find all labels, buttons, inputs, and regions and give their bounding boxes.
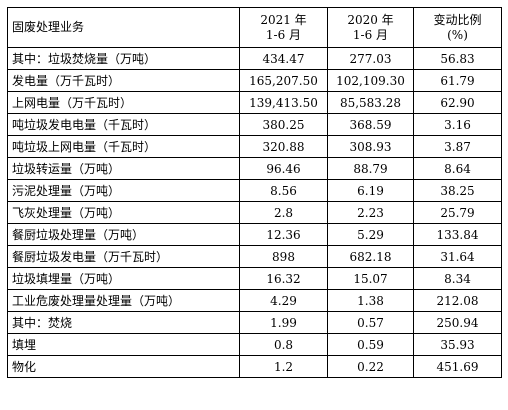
value-cell: 308.93 [327, 135, 414, 158]
value-cell: 38.25 [413, 179, 502, 202]
table-row: 餐厨垃圾处理量（万吨） 12.36 5.29 133.84 [7, 223, 502, 246]
value-cell: 320.88 [239, 135, 328, 158]
row-label-cell: 吨垃圾上网电量（千瓦时） [7, 135, 240, 158]
header-text-line: 1-6 月 [265, 27, 302, 42]
value-cell: 15.07 [327, 267, 414, 290]
value-cell: 165,207.50 [239, 69, 328, 92]
header-text-line: 2020 年 [347, 12, 394, 27]
header-2021-h1: 2021 年 1-6 月 [239, 7, 328, 48]
value-cell: 12.36 [239, 223, 328, 246]
value-cell: 85,583.28 [327, 91, 414, 114]
row-label-cell: 其中：垃圾焚烧量（万吨） [7, 47, 240, 70]
value-cell: 0.22 [327, 355, 414, 378]
value-cell: 3.87 [413, 135, 502, 158]
value-cell: 682.18 [327, 245, 414, 268]
table-body: 其中：垃圾焚烧量（万吨） 434.47 277.03 56.83 发电量（万千瓦时） 16… [7, 47, 502, 378]
page-container: 固废处理业务 2021 年 1-6 月 2020 年 1-6 月变动比例 (%) 其中：垃… [7, 7, 502, 378]
value-cell: 31.64 [413, 245, 502, 268]
value-cell: 451.69 [413, 355, 502, 378]
header-text-line: 变动比例 [433, 12, 482, 27]
table-row: 垃圾填埋量（万吨） 16.32 15.07 8.34 [7, 267, 502, 290]
value-cell: 35.93 [413, 333, 502, 356]
table-header: 固废处理业务 2021 年 1-6 月 2020 年 1-6 月变动比例 (%) [7, 7, 502, 48]
value-cell: 277.03 [327, 47, 414, 70]
value-cell: 5.29 [327, 223, 414, 246]
row-label-cell: 上网电量（万千瓦时） [7, 91, 240, 114]
value-cell: 2.8 [239, 201, 328, 224]
value-cell: 4.29 [239, 289, 328, 312]
header-text-line: 1-6 月 [352, 27, 389, 42]
row-label-cell: 吨垃圾发电电量（千瓦时） [7, 113, 240, 136]
table-row: 工业危废处理量处理量（万吨） 4.29 1.38 212.08 [7, 289, 502, 312]
header-row: 固废处理业务 2021 年 1-6 月 2020 年 1-6 月变动比例 (%) [7, 7, 502, 48]
row-label-cell: 填埋 [7, 333, 240, 356]
table-row: 物化 1.2 0.22 451.69 [7, 355, 502, 378]
table-row: 发电量（万千瓦时） 165,207.50 102,109.30 61.79 [7, 69, 502, 92]
value-cell: 139,413.50 [239, 91, 328, 114]
value-cell: 8.56 [239, 179, 328, 202]
table-row: 污泥处理量（万吨） 8.56 6.19 38.25 [7, 179, 502, 202]
header-2020-h1: 2020 年 1-6 月 [327, 7, 414, 48]
solid-waste-business-table: 固废处理业务 2021 年 1-6 月 2020 年 1-6 月变动比例 (%) 其中：垃… [7, 7, 502, 378]
row-label-cell: 垃圾转运量（万吨） [7, 157, 240, 180]
value-cell: 8.34 [413, 267, 502, 290]
row-label-cell: 污泥处理量（万吨） [7, 179, 240, 202]
table-row: 上网电量（万千瓦时） 139,413.50 85,583.28 62.90 [7, 91, 502, 114]
row-label-cell: 工业危废处理量处理量（万吨） [7, 289, 240, 312]
table-row: 飞灰处理量（万吨） 2.8 2.23 25.79 [7, 201, 502, 224]
row-label-cell: 物化 [7, 355, 240, 378]
row-label-cell: 餐厨垃圾处理量（万吨） [7, 223, 240, 246]
value-cell: 6.19 [327, 179, 414, 202]
value-cell: 102,109.30 [327, 69, 414, 92]
value-cell: 133.84 [413, 223, 502, 246]
value-cell: 96.46 [239, 157, 328, 180]
table-row: 填埋 0.8 0.59 35.93 [7, 333, 502, 356]
header-text-line: (%) [447, 27, 468, 42]
value-cell: 88.79 [327, 157, 414, 180]
value-cell: 56.83 [413, 47, 502, 70]
value-cell: 1.2 [239, 355, 328, 378]
header-text-line: 2021 年 [260, 12, 307, 27]
row-label-cell: 发电量（万千瓦时） [7, 69, 240, 92]
row-label-cell: 其中：焚烧 [7, 311, 240, 334]
value-cell: 2.23 [327, 201, 414, 224]
value-cell: 1.38 [327, 289, 414, 312]
value-cell: 434.47 [239, 47, 328, 70]
value-cell: 0.59 [327, 333, 414, 356]
value-cell: 0.57 [327, 311, 414, 334]
table-row: 垃圾转运量（万吨） 96.46 88.79 8.64 [7, 157, 502, 180]
value-cell: 61.79 [413, 69, 502, 92]
value-cell: 250.94 [413, 311, 502, 334]
header-change-pct: 变动比例 (%) [413, 7, 502, 48]
header-business: 固废处理业务 [7, 7, 240, 48]
row-label-cell: 飞灰处理量（万吨） [7, 201, 240, 224]
value-cell: 8.64 [413, 157, 502, 180]
header-text-line: 固废处理业务 [12, 20, 85, 34]
value-cell: 0.8 [239, 333, 328, 356]
value-cell: 380.25 [239, 113, 328, 136]
value-cell: 16.32 [239, 267, 328, 290]
table-row: 吨垃圾发电电量（千瓦时） 380.25 368.59 3.16 [7, 113, 502, 136]
value-cell: 1.99 [239, 311, 328, 334]
table-row: 吨垃圾上网电量（千瓦时） 320.88 308.93 3.87 [7, 135, 502, 158]
table-row: 餐厨垃圾发电量（万千瓦时） 898 682.18 31.64 [7, 245, 502, 268]
table-row: 其中：焚烧 1.99 0.57 250.94 [7, 311, 502, 334]
row-label-cell: 垃圾填埋量（万吨） [7, 267, 240, 290]
row-label-cell: 餐厨垃圾发电量（万千瓦时） [7, 245, 240, 268]
value-cell: 368.59 [327, 113, 414, 136]
value-cell: 898 [239, 245, 328, 268]
value-cell: 25.79 [413, 201, 502, 224]
value-cell: 3.16 [413, 113, 502, 136]
table-row: 其中：垃圾焚烧量（万吨） 434.47 277.03 56.83 [7, 47, 502, 70]
value-cell: 212.08 [413, 289, 502, 312]
value-cell: 62.90 [413, 91, 502, 114]
